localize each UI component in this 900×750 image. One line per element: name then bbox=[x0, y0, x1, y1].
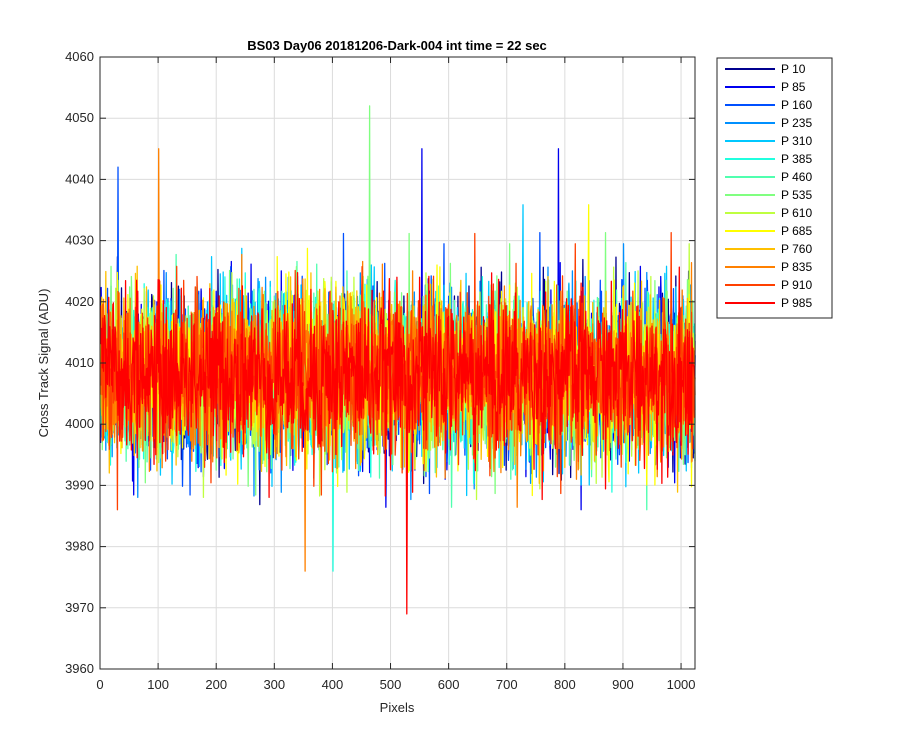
legend-label: P 835 bbox=[781, 260, 812, 274]
x-tick-label: 300 bbox=[263, 677, 285, 692]
y-tick-label: 4030 bbox=[65, 233, 94, 248]
chart-title: BS03 Day06 20181206-Dark-004 int time = … bbox=[247, 38, 547, 53]
y-tick-label: 4010 bbox=[65, 355, 94, 370]
x-tick-label: 1000 bbox=[667, 677, 696, 692]
x-tick-label: 0 bbox=[96, 677, 103, 692]
legend-item: P 835 bbox=[725, 260, 812, 274]
y-tick-labels: 3960 3970 3980 3990 4000 4010 4020 4030 4040 4050… bbox=[65, 49, 94, 676]
legend: P 10 P 85 P 160 P 235 P 310 P 385 P 460 P 535 P … bbox=[716, 57, 833, 319]
legend-label: P 310 bbox=[781, 134, 812, 148]
series-p-985 bbox=[99, 266, 696, 615]
y-tick-label: 4060 bbox=[65, 49, 94, 64]
x-tick-label: 600 bbox=[438, 677, 460, 692]
x-tick-labels: 0 100 200 300 400 500 600 700 800 900 1000 bbox=[96, 677, 695, 692]
x-tick-label: 500 bbox=[380, 677, 402, 692]
x-tick-label: 900 bbox=[612, 677, 634, 692]
legend-item: P 10 bbox=[725, 62, 806, 76]
legend-item: P 985 bbox=[725, 296, 812, 310]
y-tick-label: 3960 bbox=[65, 661, 94, 676]
x-tick-label: 800 bbox=[554, 677, 576, 692]
series-layer bbox=[99, 105, 696, 615]
y-tick-label: 4050 bbox=[65, 110, 94, 125]
axes bbox=[99, 56, 696, 670]
legend-box bbox=[716, 57, 833, 319]
legend-label: P 460 bbox=[781, 170, 812, 184]
legend-item: P 910 bbox=[725, 278, 812, 292]
y-tick-label: 3990 bbox=[65, 477, 94, 492]
legend-item: P 310 bbox=[725, 134, 812, 148]
legend-item: P 235 bbox=[725, 116, 812, 130]
y-tick-label: 4020 bbox=[65, 294, 94, 309]
legend-label: P 385 bbox=[781, 152, 812, 166]
legend-label: P 10 bbox=[781, 62, 806, 76]
legend-label: P 85 bbox=[781, 80, 806, 94]
legend-label: P 160 bbox=[781, 98, 812, 112]
legend-item: P 460 bbox=[725, 170, 812, 184]
x-tick-label: 700 bbox=[496, 677, 518, 692]
y-axis-label: Cross Track Signal (ADU) bbox=[36, 289, 51, 438]
x-tick-label: 100 bbox=[147, 677, 169, 692]
x-tick-label: 400 bbox=[322, 677, 344, 692]
y-tick-label: 3980 bbox=[65, 539, 94, 554]
legend-item: P 385 bbox=[725, 152, 812, 166]
legend-label: P 610 bbox=[781, 206, 812, 220]
y-tick-label: 3970 bbox=[65, 600, 94, 615]
legend-label: P 985 bbox=[781, 296, 812, 310]
legend-label: P 685 bbox=[781, 224, 812, 238]
legend-label: P 910 bbox=[781, 278, 812, 292]
legend-item: P 610 bbox=[725, 206, 812, 220]
legend-item: P 685 bbox=[725, 224, 812, 238]
y-tick-label: 4000 bbox=[65, 416, 94, 431]
series-line bbox=[99, 266, 696, 615]
legend-item: P 160 bbox=[725, 98, 812, 112]
y-tick-label: 4040 bbox=[65, 171, 94, 186]
legend-item: P 535 bbox=[725, 188, 812, 202]
legend-label: P 535 bbox=[781, 188, 812, 202]
legend-item: P 85 bbox=[725, 80, 806, 94]
x-axis-label: Pixels bbox=[380, 700, 415, 715]
legend-label: P 760 bbox=[781, 242, 812, 256]
x-tick-label: 200 bbox=[205, 677, 227, 692]
legend-label: P 235 bbox=[781, 116, 812, 130]
legend-item: P 760 bbox=[725, 242, 812, 256]
